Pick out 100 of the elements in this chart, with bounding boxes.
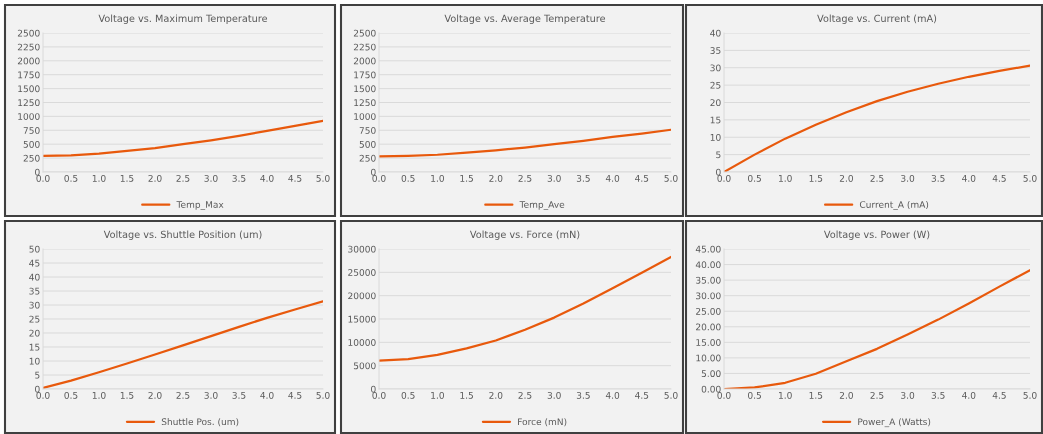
x-tick-label: 1.0 xyxy=(431,391,444,399)
y-tick-label: 45.00 xyxy=(695,245,721,253)
x-tick-label: 4.0 xyxy=(260,174,274,182)
x-tick-label: 0.0 xyxy=(36,391,50,399)
x-tick-label: 0.5 xyxy=(401,391,415,399)
y-tick-label: 35.00 xyxy=(696,276,721,284)
x-tick-label: 2.5 xyxy=(176,391,190,399)
x-tick-label: 2.0 xyxy=(489,391,503,399)
x-tick-label: 2.0 xyxy=(148,391,162,399)
x-tick-label: 4.0 xyxy=(962,174,976,182)
y-tick-label: 0 xyxy=(35,385,40,393)
x-tick-label: 2.0 xyxy=(839,391,853,399)
y-tick-label: 20.00 xyxy=(696,323,721,331)
line-series xyxy=(379,255,671,362)
y-tick-label: 2250 xyxy=(353,43,376,51)
x-tick-label: 0.0 xyxy=(717,174,731,182)
x-tick-label: 4.5 xyxy=(288,175,302,182)
y-tick-label: 0 xyxy=(716,168,721,176)
x-tick-label: 1.0 xyxy=(92,174,106,182)
y-tick-label: 40 xyxy=(29,273,40,281)
x-tick-label: 4.0 xyxy=(605,391,620,399)
y-tick-label: 1250 xyxy=(18,99,40,107)
x-tick-label: 4.5 xyxy=(992,175,1006,182)
y-tick-label: 1000 xyxy=(18,113,40,120)
x-tick-label: 1.5 xyxy=(460,392,473,399)
y-tick-label: 10 xyxy=(29,357,40,365)
x-tick-label: 2.5 xyxy=(518,174,532,182)
y-tick-label: 1500 xyxy=(18,85,40,93)
x-tick-label: 0.5 xyxy=(64,174,78,182)
x-tick-label: 5.0 xyxy=(1023,391,1037,399)
x-tick-label: 3.0 xyxy=(204,391,218,399)
x-tick-label: 1.5 xyxy=(460,175,473,182)
y-tick-label: 20000 xyxy=(348,292,376,300)
y-tick-label: 5 xyxy=(716,151,721,159)
x-tick-label: 5.0 xyxy=(316,174,330,182)
y-tick-label: 30.00 xyxy=(696,292,721,300)
x-tick-label: 2.0 xyxy=(148,174,162,182)
x-tick-label: 5.0 xyxy=(1023,174,1037,182)
y-tick-label: 15 xyxy=(710,116,721,124)
x-tick-label: 3.5 xyxy=(931,174,945,182)
chart-title: Voltage vs. Shuttle Position (um) xyxy=(103,230,262,240)
y-tick-label: 750 xyxy=(23,127,40,134)
chart-title: Voltage vs. Average Temperature xyxy=(444,14,606,24)
x-tick-label: 4.5 xyxy=(635,175,649,182)
x-tick-label: 3.5 xyxy=(232,391,246,399)
y-tick-label: 2000 xyxy=(17,57,40,65)
x-tick-label: 4.0 xyxy=(962,391,976,399)
x-tick-label: 0.0 xyxy=(372,174,386,182)
x-tick-label: 1.5 xyxy=(809,175,823,182)
y-tick-label: 35 xyxy=(710,47,721,54)
y-tick-label: 30000 xyxy=(348,245,376,253)
y-tick-label: 0 xyxy=(35,168,40,176)
x-tick-label: 2.0 xyxy=(839,174,853,182)
y-tick-label: 250 xyxy=(23,154,40,162)
y-tick-label: 10000 xyxy=(348,339,376,346)
line-series xyxy=(43,119,323,157)
x-tick-label: 0.5 xyxy=(64,391,78,399)
chart-title: Voltage vs. Force (mN) xyxy=(469,230,580,240)
y-tick-label: 5000 xyxy=(353,362,376,370)
y-tick-label: 25000 xyxy=(348,269,376,276)
x-tick-label: 1.5 xyxy=(120,175,134,182)
y-tick-label: 1250 xyxy=(354,99,376,107)
y-tick-label: 5.00 xyxy=(701,370,721,377)
x-tick-label: 1.0 xyxy=(779,391,792,399)
y-tick-label: 10.00 xyxy=(696,354,721,362)
y-tick-label: 10 xyxy=(710,133,721,141)
x-tick-label: 3.5 xyxy=(576,174,590,182)
x-tick-label: 5.0 xyxy=(316,391,330,399)
y-tick-label: 1000 xyxy=(354,113,376,120)
x-tick-label: 3.0 xyxy=(901,391,915,399)
x-tick-label: 2.5 xyxy=(870,391,884,399)
x-tick-label: 4.0 xyxy=(260,391,274,399)
x-tick-label: 4.5 xyxy=(635,392,649,399)
y-tick-label: 15.00 xyxy=(696,339,721,346)
x-tick-label: 2.5 xyxy=(870,174,884,182)
x-tick-label: 1.0 xyxy=(431,174,444,182)
y-tick-label: 40.00 xyxy=(695,261,721,269)
x-tick-label: 3.0 xyxy=(547,391,561,399)
y-tick-label: 30 xyxy=(29,301,40,309)
x-tick-label: 0.0 xyxy=(717,391,731,399)
y-tick-label: 35 xyxy=(29,287,40,295)
y-tick-label: 15000 xyxy=(348,315,376,323)
legend-label: Force (mN) xyxy=(518,418,567,427)
y-tick-label: 50 xyxy=(29,245,40,253)
y-tick-label: 2250 xyxy=(17,43,40,51)
y-tick-label: 1500 xyxy=(354,85,376,93)
chart-title: Voltage vs. Maximum Temperature xyxy=(98,14,268,24)
legend-label: Current_A (mA) xyxy=(859,200,929,210)
x-tick-label: 4.5 xyxy=(288,392,302,399)
x-tick-label: 1.5 xyxy=(809,392,823,399)
y-tick-label: 750 xyxy=(359,127,376,134)
x-tick-label: 2.0 xyxy=(489,174,503,182)
chart-title: Voltage vs. Power (W) xyxy=(823,230,930,240)
line-series xyxy=(379,128,671,158)
x-tick-label: 2.5 xyxy=(176,174,190,182)
x-tick-label: 4.5 xyxy=(992,392,1006,399)
y-tick-label: 2500 xyxy=(353,29,376,37)
legend-label: Power_A (Watts) xyxy=(858,418,931,428)
y-tick-label: 0 xyxy=(371,168,376,176)
x-tick-label: 3.5 xyxy=(931,391,945,399)
